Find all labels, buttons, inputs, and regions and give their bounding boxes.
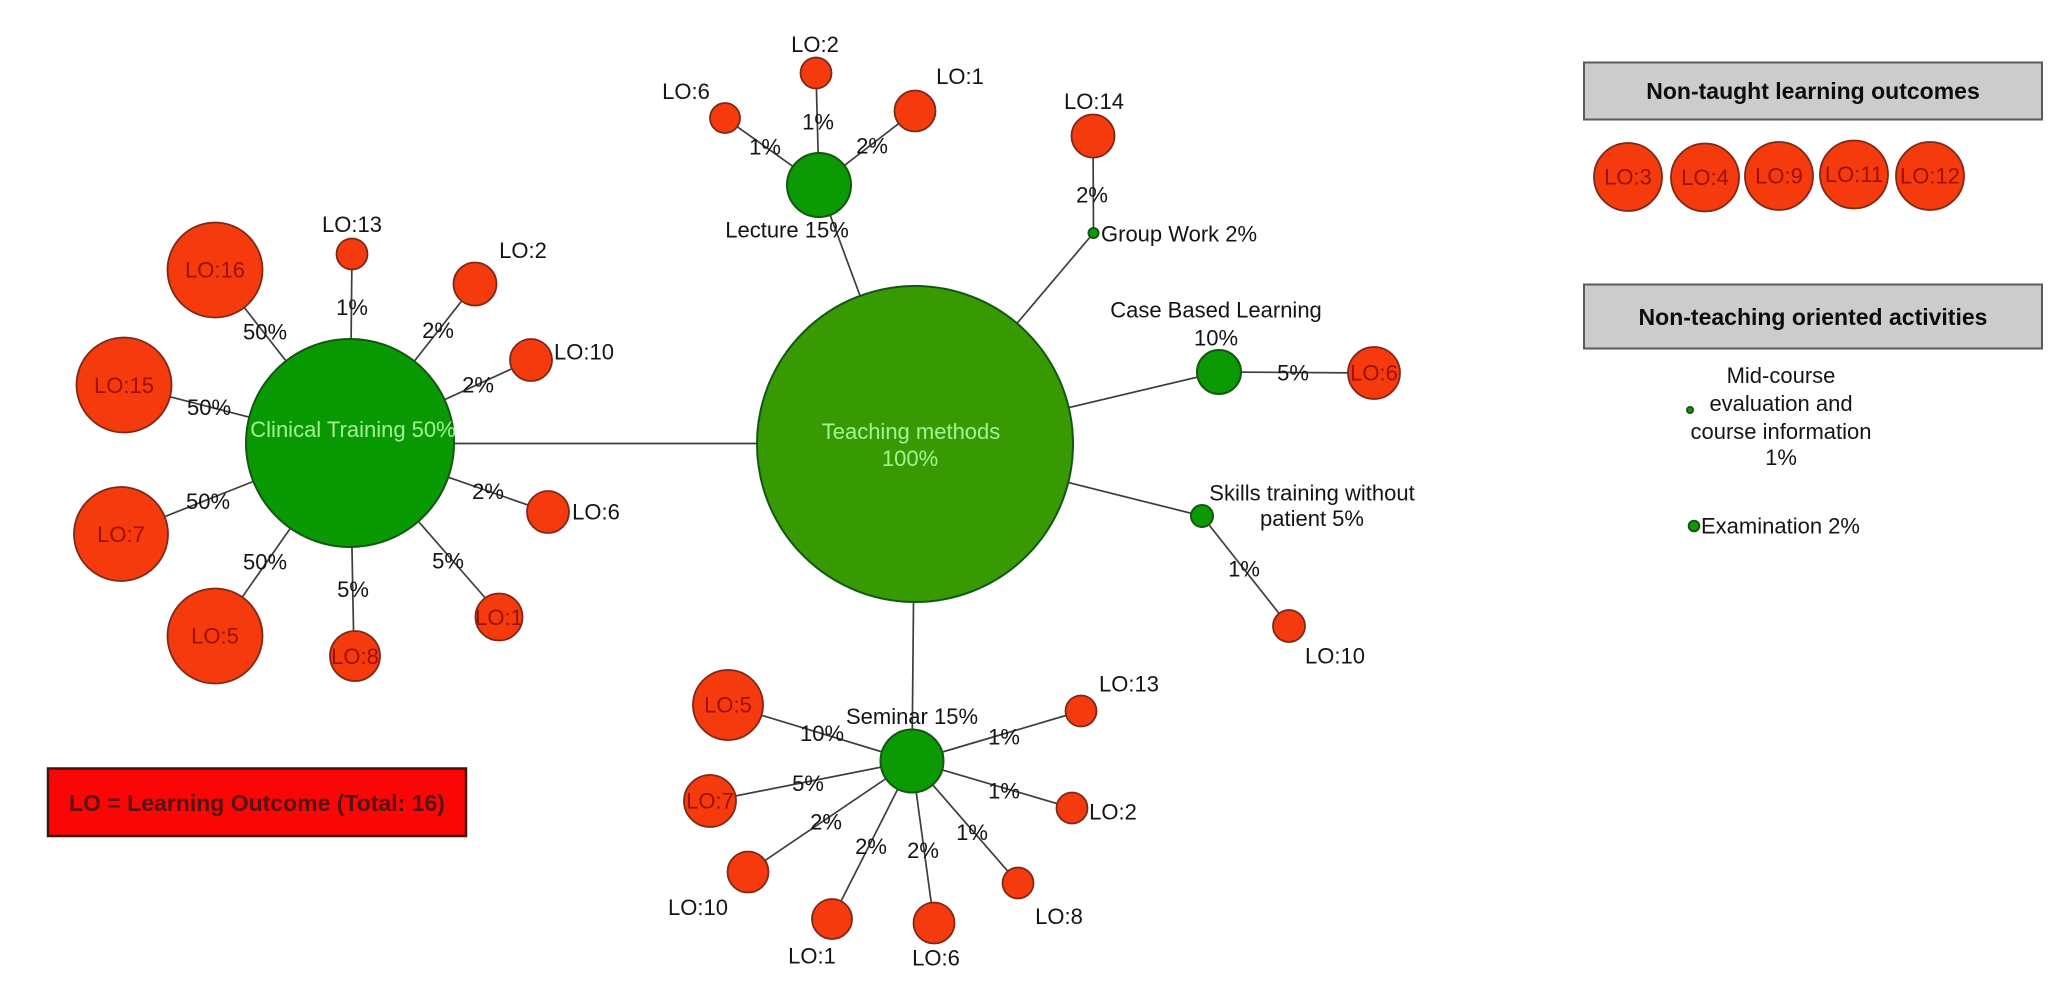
svg-text:LO:15: LO:15 (94, 373, 154, 398)
svg-text:LO:9: LO:9 (1755, 164, 1803, 189)
svg-text:1%: 1% (336, 295, 368, 320)
svg-text:1%: 1% (988, 779, 1020, 804)
svg-text:LO:10: LO:10 (554, 340, 614, 365)
svg-text:Examination 2%: Examination 2% (1701, 514, 1860, 539)
svg-text:course information: course information (1691, 419, 1872, 444)
svg-text:50%: 50% (243, 550, 287, 575)
svg-text:50%: 50% (187, 395, 231, 420)
svg-text:LO:11: LO:11 (1825, 162, 1883, 187)
svg-text:2%: 2% (472, 479, 504, 504)
svg-text:Clinical Training 50%: Clinical Training 50% (250, 417, 455, 442)
svg-text:patient 5%: patient 5% (1260, 506, 1364, 531)
svg-text:LO:4: LO:4 (1681, 165, 1729, 190)
svg-text:2%: 2% (907, 838, 939, 863)
svg-text:2%: 2% (810, 810, 842, 835)
svg-text:2%: 2% (855, 834, 887, 859)
svg-text:LO:7: LO:7 (97, 522, 145, 547)
svg-text:5%: 5% (792, 771, 824, 796)
svg-text:evaluation and: evaluation and (1709, 391, 1852, 416)
svg-text:Case Based Learning: Case Based Learning (1110, 298, 1322, 323)
svg-text:LO:2: LO:2 (791, 32, 839, 57)
svg-text:LO:6: LO:6 (1350, 361, 1398, 386)
svg-text:LO:10: LO:10 (1305, 644, 1365, 669)
svg-text:1%: 1% (1765, 445, 1797, 470)
svg-text:2%: 2% (1076, 183, 1108, 208)
svg-text:Mid-course: Mid-course (1727, 363, 1836, 388)
svg-text:10%: 10% (800, 721, 844, 746)
svg-text:Teaching methods: Teaching methods (822, 419, 1001, 444)
svg-text:LO:5: LO:5 (191, 624, 239, 649)
svg-text:LO:10: LO:10 (668, 895, 728, 920)
svg-text:LO:1: LO:1 (936, 64, 984, 89)
svg-text:1%: 1% (1228, 557, 1260, 582)
svg-text:1%: 1% (749, 135, 781, 160)
svg-text:2%: 2% (856, 134, 888, 159)
svg-text:Seminar 15%: Seminar 15% (846, 704, 978, 729)
svg-text:Group Work 2%: Group Work 2% (1101, 222, 1257, 247)
svg-text:5%: 5% (432, 549, 464, 574)
svg-text:LO:12: LO:12 (1900, 164, 1960, 189)
svg-text:5%: 5% (1277, 361, 1309, 386)
svg-text:2%: 2% (462, 373, 494, 398)
svg-text:2%: 2% (422, 318, 454, 343)
svg-text:1%: 1% (988, 725, 1020, 750)
svg-text:LO:2: LO:2 (1089, 800, 1137, 825)
svg-text:LO:7: LO:7 (686, 789, 734, 814)
svg-text:LO:6: LO:6 (572, 500, 620, 525)
svg-text:LO:13: LO:13 (322, 212, 382, 237)
svg-text:1%: 1% (956, 820, 988, 845)
svg-text:LO:14: LO:14 (1064, 89, 1124, 114)
svg-text:10%: 10% (1194, 326, 1238, 351)
svg-text:LO:6: LO:6 (662, 79, 710, 104)
svg-text:50%: 50% (243, 320, 287, 345)
svg-text:LO:16: LO:16 (185, 258, 245, 283)
svg-text:LO = Learning Outcome (Total:: LO = Learning Outcome (Total: 16) (69, 790, 445, 816)
svg-text:50%: 50% (186, 489, 230, 514)
svg-text:LO:6: LO:6 (912, 946, 960, 971)
svg-text:100%: 100% (882, 446, 938, 471)
svg-text:LO:13: LO:13 (1099, 672, 1159, 697)
svg-text:Lecture 15%: Lecture 15% (725, 218, 849, 243)
svg-text:1%: 1% (802, 110, 834, 135)
svg-text:LO:1: LO:1 (788, 944, 836, 969)
svg-text:LO:8: LO:8 (331, 644, 379, 669)
svg-text:LO:5: LO:5 (704, 693, 752, 718)
svg-text:LO:2: LO:2 (499, 238, 547, 263)
svg-text:LO:3: LO:3 (1604, 165, 1652, 190)
svg-text:LO:8: LO:8 (1035, 904, 1083, 929)
svg-text:5%: 5% (337, 577, 369, 602)
svg-text:Non-teaching oriented activiti: Non-teaching oriented activities (1639, 304, 1988, 330)
svg-text:LO:1: LO:1 (475, 605, 523, 630)
svg-text:Non-taught learning outcomes: Non-taught learning outcomes (1646, 78, 1980, 104)
svg-text:Skills training without: Skills training without (1209, 481, 1414, 506)
